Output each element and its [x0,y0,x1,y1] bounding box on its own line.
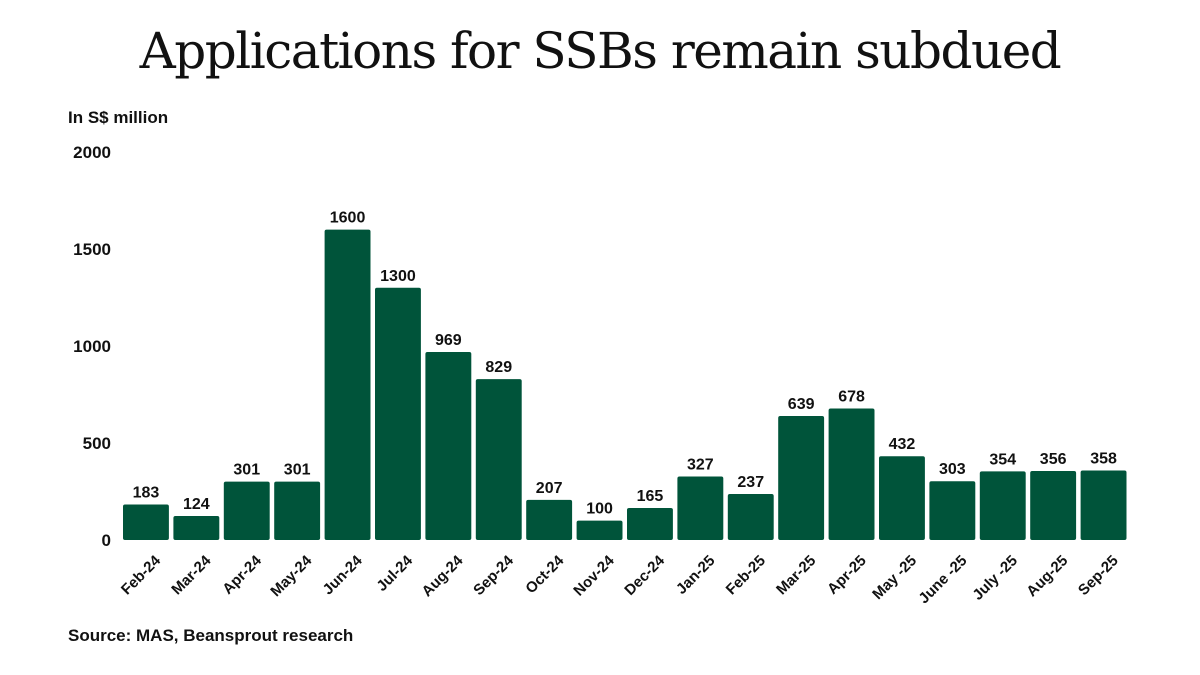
x-tick-label: Jul-24 [373,552,416,595]
bar [1080,470,1127,540]
bar [475,379,522,540]
bar [375,287,421,540]
y-tick-label: 1000 [73,337,111,356]
x-tick-label: Sep-25 [1075,552,1122,599]
y-tick-label: 1500 [73,240,111,259]
x-tick-label: Aug-25 [1023,552,1071,600]
data-label: 100 [586,501,613,518]
x-tick-label: Mar-25 [773,552,819,598]
data-label: 678 [838,388,865,405]
data-label: 358 [1090,451,1117,468]
data-label: 969 [435,332,462,349]
data-labels: 183 124 301 301 1600 1300 969 829 207 100 165 327 23… [133,210,1117,518]
x-tick-label: Sep-24 [470,552,517,599]
bar [627,507,673,540]
bar [123,504,169,540]
data-label: 165 [637,488,664,505]
data-label: 432 [889,436,916,453]
bar [778,416,825,540]
x-tick-label: Nov-24 [570,552,618,600]
bar [979,471,1026,540]
data-label: 356 [1040,451,1067,468]
bar [1030,470,1077,540]
y-tick-label: 2000 [73,143,111,162]
bar [879,456,925,540]
data-label: 303 [939,461,966,478]
chart-title: Applications for SSBs remain subdued [139,22,1062,80]
x-tick-label: Aug-24 [419,552,467,600]
bar [526,499,573,540]
x-tick-label: Feb-25 [723,552,769,598]
x-axis-ticks: Feb-24 Mar-24 Apr-24 May-24 Jun-24 Jul-24 Aug-… [118,552,1122,608]
y-axis-unit-label: In S$ million [68,108,169,127]
source-note: Source: MAS, Beansprout research [68,626,354,645]
bar [576,520,623,540]
bar [274,481,321,540]
y-tick-label: 0 [102,531,111,550]
data-label: 1300 [380,268,416,285]
bar [173,515,220,540]
x-tick-label: Mar-24 [168,552,215,599]
x-tick-label: Oct-24 [522,552,567,597]
x-tick-label: Jun-24 [320,552,367,599]
bar [425,352,472,540]
x-tick-label: May -25 [869,552,920,603]
data-label: 327 [687,457,714,474]
bar [727,494,774,540]
data-label: 301 [233,462,260,479]
data-label: 237 [737,474,764,491]
x-tick-label: Jan-25 [673,552,719,598]
x-tick-label: July -25 [969,552,1021,604]
data-label: 124 [183,496,210,513]
data-label: 183 [133,485,160,502]
bars [123,229,1127,540]
x-tick-label: Apr-25 [824,552,870,598]
y-axis-ticks: 0 500 1000 1500 2000 [73,143,111,550]
data-label: 1600 [330,210,366,227]
bar [223,481,270,540]
data-label: 829 [485,359,512,376]
data-label: 639 [788,396,815,413]
data-label: 207 [536,480,563,497]
data-label: 354 [989,451,1016,468]
x-tick-label: June -25 [915,552,970,607]
bar [677,476,724,540]
x-tick-label: Dec-24 [621,552,668,599]
y-tick-label: 500 [83,434,111,453]
x-tick-label: Feb-24 [118,552,165,599]
x-tick-label: May-24 [267,552,315,600]
data-label: 301 [284,462,311,479]
bar [929,481,976,540]
bar [828,408,875,540]
x-tick-label: Apr-24 [219,552,265,598]
bar [324,229,371,540]
